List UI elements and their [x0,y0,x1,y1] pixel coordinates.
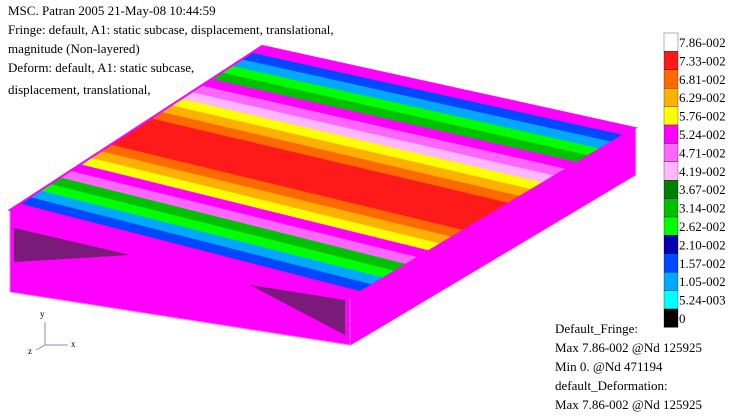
legend-label: 7.33-002 [679,53,726,68]
legend-label: 2.10-002 [679,237,726,252]
legend-swatch [663,161,679,181]
legend-label: 3.67-002 [679,182,726,197]
triad-y-label: y [40,309,45,319]
legend-label: 5.24-002 [679,127,726,142]
legend-label: 2.62-002 [679,219,726,234]
legend-swatch [663,308,679,328]
legend-label: 6.29-002 [679,90,726,105]
legend-swatch [663,32,679,52]
fe-model [7,44,638,346]
legend-swatch [663,88,679,107]
triad-x-label: x [71,339,76,349]
legend-label: 5.24-003 [679,293,726,308]
footer-line: Max 7.86-002 @Nd 125925 [555,397,702,412]
header-line: Deform: default, A1: static subcase, [8,60,194,75]
header-line: magnitude (Non-layered) [8,41,140,56]
legend-swatch [663,106,679,126]
footer-line: Min 0. @Nd 471194 [555,359,663,374]
front-face-dark [250,285,345,335]
legend-swatch [663,124,679,144]
legend-swatch [663,51,679,70]
header-line: MSC. Patran 2005 21-May-08 10:44:59 [8,3,216,18]
axis-triad [35,322,68,351]
legend-swatch [663,253,679,273]
footer-line: default_Deformation: [555,378,668,393]
legend-swatch [663,198,679,218]
legend-label: 4.71-002 [679,145,726,160]
front-face-dark [14,228,130,262]
legend-swatch [663,272,679,291]
header-line: displacement, translational, [8,82,151,97]
legend-swatch [663,235,679,254]
legend-swatch [663,69,679,89]
triad-z-label: z [28,346,32,356]
footer-line: Max 7.86-002 @Nd 125925 [555,340,702,355]
legend-swatch [663,290,679,310]
legend-label: 3.14-002 [679,201,726,216]
legend-swatch [663,216,679,236]
legend-label: 1.57-002 [679,256,726,271]
triad-z-axis [35,344,46,351]
legend-label: 4.19-002 [679,164,726,179]
model-outline [7,44,638,300]
legend-label: 1.05-002 [679,274,726,289]
footer-line: Default_Fringe: [555,321,638,336]
legend-label: 5.76-002 [679,109,726,124]
legend-label: 7.86-002 [679,35,726,50]
legend-swatch [663,180,679,199]
legend-label: 0 [679,311,686,326]
legend-label: 6.81-002 [679,72,726,87]
header-line: Fringe: default, A1: static subcase, dis… [8,22,334,37]
legend-swatch [663,143,679,162]
